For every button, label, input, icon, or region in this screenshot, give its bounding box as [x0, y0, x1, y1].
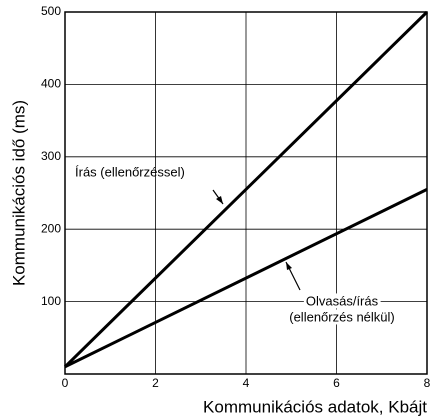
annotation: Írás (ellenőrzéssel): [75, 164, 185, 179]
y-tick-label: 500: [41, 4, 61, 18]
x-tick-label: 0: [62, 376, 69, 390]
y-axis-label: Kommunikációs idő (ms): [9, 100, 28, 286]
series-line: [63, 10, 429, 368]
annotation-arrowhead: [286, 262, 292, 270]
annotation-background: [287, 309, 397, 325]
annotation-arrowhead: [216, 196, 223, 204]
series-line: [64, 188, 428, 369]
y-tick-label: 100: [41, 294, 61, 308]
annotation-background: [303, 293, 381, 309]
annotation: Olvasás/írás: [306, 293, 379, 308]
x-tick-label: 6: [333, 376, 340, 390]
y-tick-label: 300: [41, 149, 61, 163]
x-tick-label: 8: [424, 376, 430, 390]
y-tick-label: 400: [41, 77, 61, 91]
x-axis-label: Kommunikációs adatok, Kbájt: [203, 397, 427, 416]
x-tick-label: 4: [243, 376, 250, 390]
annotation: (ellenőrzés nélkül): [289, 309, 395, 324]
x-tick-label: 2: [152, 376, 159, 390]
y-tick-label: 200: [41, 221, 61, 235]
